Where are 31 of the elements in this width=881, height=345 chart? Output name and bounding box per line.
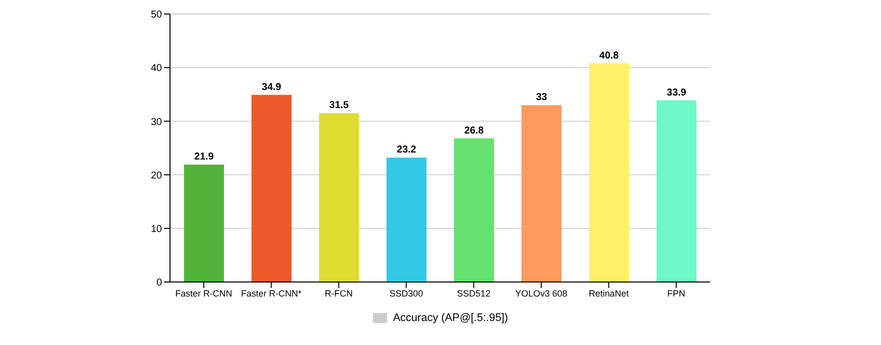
y-tick-label: 30: [150, 116, 162, 128]
data-label: 31.5: [329, 100, 350, 112]
x-tick-label: SSD300: [389, 288, 424, 298]
x-tick-label: Faster R-CNN: [175, 288, 232, 298]
bar: [252, 94, 292, 282]
data-label: 26.8: [464, 125, 484, 136]
bar: [656, 100, 696, 282]
bar: [386, 158, 426, 282]
bar: [589, 63, 629, 282]
y-tick-label: 50: [150, 10, 162, 21]
x-tick-label: Faster R-CNN*: [240, 288, 302, 298]
data-label: 40.8: [599, 50, 620, 62]
bar: [319, 113, 359, 282]
x-tick-label: SSD512: [456, 288, 491, 298]
y-tick-label: 20: [150, 170, 162, 182]
data-label: 23.2: [396, 144, 417, 156]
data-label: 33: [536, 92, 548, 104]
data-label: 21.9: [194, 152, 214, 163]
x-tick-label: R-FCN: [324, 288, 353, 298]
y-tick-label: 10: [150, 224, 162, 235]
bar: [522, 105, 562, 282]
x-tick-label: RetinaNet: [588, 288, 630, 298]
text: Accuracy (AP@[.5:.95]): [392, 312, 508, 324]
x-tick-label: FPN: [667, 288, 686, 298]
bar: [454, 138, 494, 282]
data-label: 34.9: [262, 82, 282, 93]
bar: [184, 164, 224, 282]
y-tick-label: 0: [156, 278, 162, 289]
y-tick-label: 40: [150, 63, 162, 74]
x-tick-label: YOLOv3 608: [515, 288, 568, 298]
data-label: 33.9: [666, 87, 687, 98]
